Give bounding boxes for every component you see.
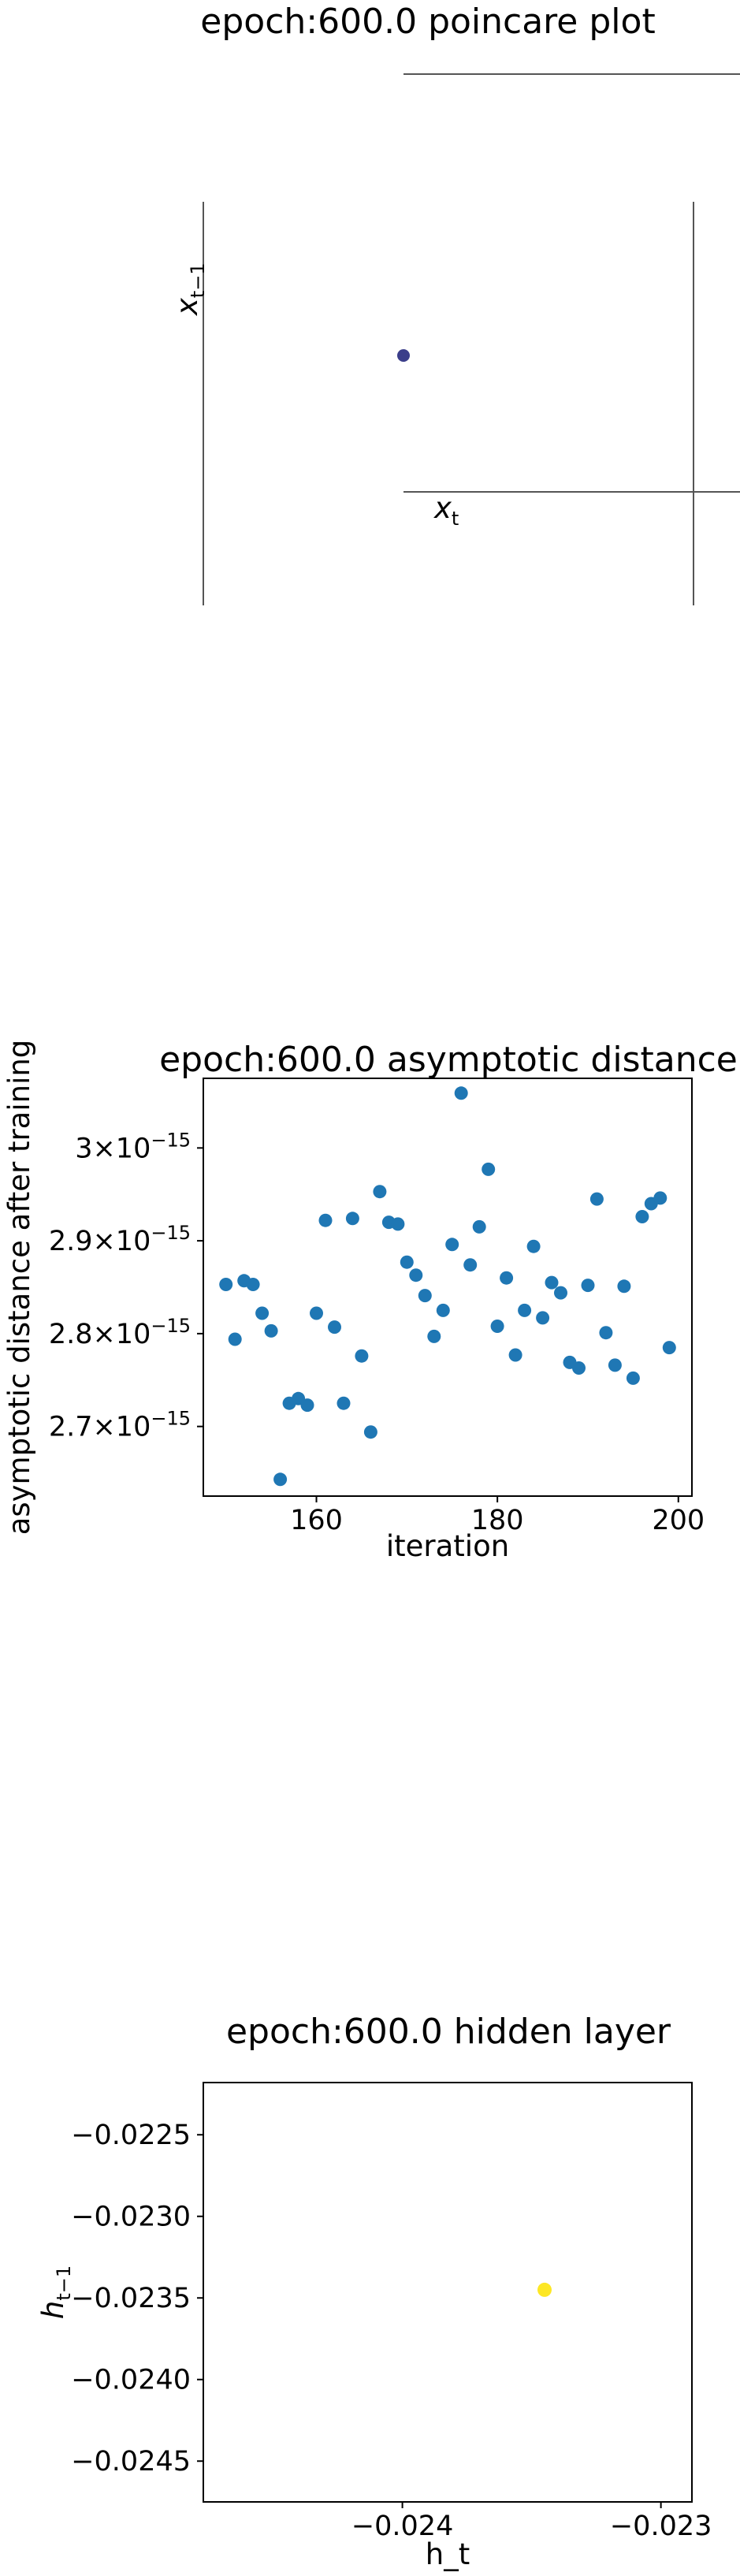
data-point [328, 1320, 341, 1335]
poincare-title: epoch:600.0 poincare plot [200, 2, 655, 42]
hidden-layer-x-label: h_t [426, 2537, 470, 2571]
data-point [373, 1185, 387, 1199]
data-point [445, 1238, 459, 1252]
asymptotic-x-ticks: 160 180 200 [290, 1496, 705, 1536]
hidden-layer-chart: epoch:600.0 hidden layer −0.0225−0.0230−… [36, 2012, 712, 2571]
poincare-chart: epoch:600.0 poincare plot xt xt−1 [170, 2, 740, 605]
y-tick-label: 2.7×10−15 [49, 1408, 191, 1443]
y-tick-label: 2.8×10−15 [49, 1315, 191, 1350]
data-point [264, 1323, 278, 1338]
hidden-layer-plot-frame [203, 2082, 693, 2503]
asymptotic-y-label: asymptotic distance after training [2, 1040, 36, 1536]
data-point [545, 1275, 559, 1290]
data-point [662, 1341, 676, 1355]
asymptotic-plot-frame [203, 1078, 693, 1497]
y-tick-label: −0.0245 [71, 2446, 191, 2477]
data-point [355, 1349, 369, 1363]
data-point [363, 1425, 377, 1439]
data-point [482, 1162, 496, 1176]
y-tick-label: −0.0230 [71, 2202, 191, 2233]
hidden-layer-y-label: ht−1 [36, 2265, 75, 2319]
data-point [472, 1219, 486, 1234]
data-point [391, 1217, 405, 1231]
data-point [635, 1210, 649, 1223]
y-tick-label: −0.0240 [71, 2365, 191, 2396]
data-point [599, 1326, 613, 1340]
data-point [345, 1212, 359, 1226]
data-point [554, 1286, 567, 1300]
data-point [300, 1398, 314, 1413]
y-tick-label: 3×10−15 [75, 1129, 191, 1164]
hidden-layer-point [537, 2282, 552, 2297]
y-tick-label: 2.9×10−15 [49, 1222, 191, 1257]
data-point [589, 1192, 604, 1206]
data-point [653, 1191, 667, 1205]
x-tick-label: 200 [652, 1505, 705, 1536]
x-tick-label: 160 [290, 1505, 343, 1536]
data-point [273, 1472, 288, 1487]
asymptotic-title: epoch:600.0 asymptotic distance [159, 1040, 738, 1080]
data-point [526, 1239, 541, 1253]
data-point [626, 1371, 640, 1385]
data-point [246, 1278, 260, 1291]
data-point [617, 1279, 631, 1294]
hidden-layer-title: epoch:600.0 hidden layer [226, 2012, 671, 2052]
data-point [608, 1358, 622, 1372]
x-tick-label: −0.023 [610, 2511, 712, 2542]
x-tick-label: 180 [471, 1505, 524, 1536]
data-point [427, 1329, 441, 1343]
data-point [310, 1306, 323, 1320]
data-point [219, 1278, 233, 1291]
data-point [228, 1332, 242, 1346]
data-point [572, 1361, 586, 1375]
asymptotic-points [219, 1086, 676, 1487]
data-point [518, 1303, 532, 1317]
x-tick-label: −0.024 [351, 2511, 454, 2542]
data-point [436, 1303, 450, 1317]
data-point [463, 1258, 478, 1272]
asymptotic-y-ticks: 2.7×10−15 2.8×10−15 2.9×10−15 3×10−15 [49, 1129, 203, 1443]
data-point [581, 1279, 595, 1293]
poincare-x-label: xt [433, 491, 459, 530]
y-tick-label: −0.0225 [71, 2120, 191, 2151]
data-point [508, 1348, 522, 1362]
asymptotic-x-label: iteration [386, 1529, 509, 1563]
data-point [490, 1320, 504, 1333]
data-point [409, 1268, 423, 1282]
data-point [318, 1213, 333, 1227]
poincare-point [397, 349, 410, 362]
asymptotic-chart: epoch:600.0 asymptotic distance 2.7×10−1… [2, 1040, 738, 1563]
y-tick-label: −0.0235 [71, 2283, 191, 2314]
hidden-layer-y-ticks: −0.0225 −0.0230 −0.0235 −0.0240 −0.0245 [71, 2120, 203, 2477]
hidden-layer-x-ticks: −0.024 −0.023 [351, 2502, 712, 2542]
data-point [400, 1255, 414, 1269]
data-point [500, 1271, 514, 1285]
data-point [536, 1311, 550, 1325]
data-point [454, 1086, 468, 1100]
data-point [418, 1289, 432, 1303]
data-point [337, 1396, 351, 1410]
data-point [255, 1306, 270, 1320]
poincare-y-label: xt−1 [170, 262, 209, 316]
